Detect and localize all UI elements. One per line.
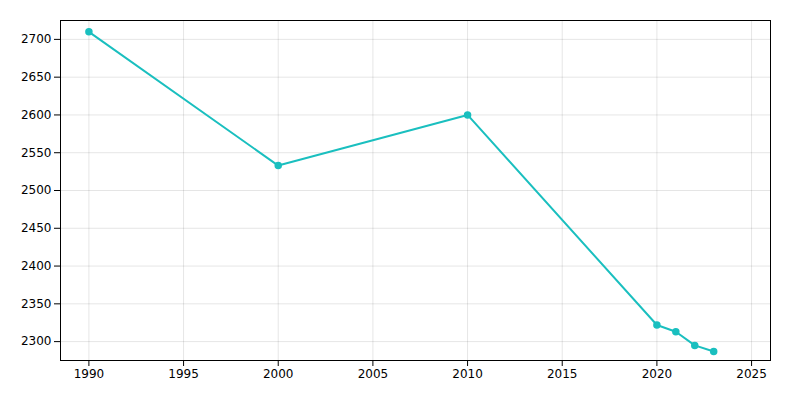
svg-text:1995: 1995 — [168, 367, 199, 381]
svg-text:2300: 2300 — [21, 334, 52, 348]
svg-text:2000: 2000 — [263, 367, 294, 381]
svg-text:2010: 2010 — [452, 367, 483, 381]
svg-text:2650: 2650 — [21, 70, 52, 84]
svg-text:2005: 2005 — [358, 367, 389, 381]
svg-text:2700: 2700 — [21, 32, 52, 46]
svg-text:2015: 2015 — [547, 367, 578, 381]
svg-text:2025: 2025 — [736, 367, 767, 381]
svg-text:2450: 2450 — [21, 221, 52, 235]
svg-text:2600: 2600 — [21, 108, 52, 122]
svg-text:2020: 2020 — [642, 367, 673, 381]
svg-text:2500: 2500 — [21, 183, 52, 197]
svg-text:2400: 2400 — [21, 259, 52, 273]
svg-text:1990: 1990 — [74, 367, 105, 381]
svg-text:2550: 2550 — [21, 146, 52, 160]
svg-text:2350: 2350 — [21, 297, 52, 311]
